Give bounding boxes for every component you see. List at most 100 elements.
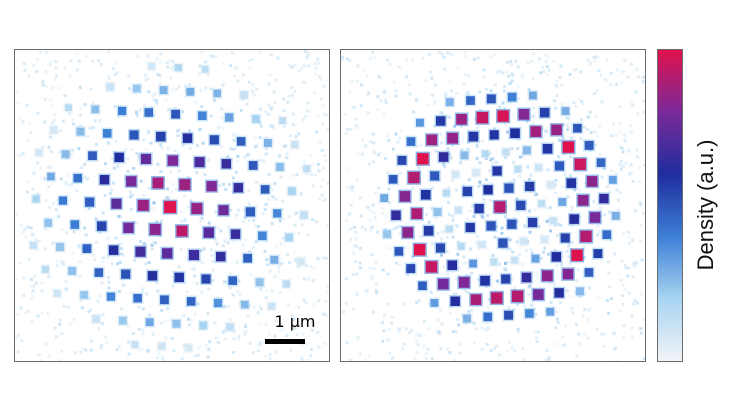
right-noise-pixel [358,266,362,270]
left-noise-pixel [52,202,56,206]
right-noise-pixel [438,329,442,333]
right-noise-pixel [471,204,475,208]
right-lattice-site [470,294,482,305]
left-noise-pixel [327,181,329,185]
left-noise-pixel [258,50,262,54]
left-lattice-site [85,197,95,207]
left-noise-pixel [309,265,313,268]
right-noise-pixel [455,292,459,296]
left-noise-pixel [273,334,277,338]
left-noise-pixel [304,114,308,118]
right-noise-pixel [426,103,430,107]
left-noise-pixel [293,251,297,254]
right-noise-pixel [640,258,644,262]
right-noise-pixel [521,262,525,266]
left-noise-pixel [29,226,33,230]
right-noise-pixel [380,321,384,325]
left-noise-pixel [144,262,148,266]
left-lattice-site [248,161,258,170]
left-noise-pixel [268,269,272,273]
left-noise-pixel [93,119,97,123]
left-lattice-site [145,318,154,327]
left-noise-pixel [197,72,201,76]
left-noise-pixel [50,241,54,245]
right-noise-pixel [454,330,458,334]
right-noise-pixel [557,222,561,226]
left-noise-pixel [144,292,148,296]
left-noise-pixel [221,62,225,66]
right-noise-pixel [424,356,428,360]
left-noise-pixel [282,217,286,221]
right-lattice-site [504,183,514,193]
right-noise-pixel [451,218,455,222]
left-noise-pixel [180,357,184,361]
right-noise-pixel [577,332,581,336]
right-noise-pixel [368,266,372,270]
right-noise-pixel [453,358,457,361]
left-noise-pixel [158,73,162,77]
right-noise-pixel [517,97,521,101]
right-noise-pixel [344,132,348,136]
right-noise-pixel [394,261,398,265]
right-lattice-site [423,226,434,236]
left-noise-pixel [304,50,308,53]
right-noise-pixel [531,114,535,118]
left-noise-pixel [248,341,252,345]
left-noise-pixel [115,347,119,351]
left-lattice-site [191,203,203,215]
left-noise-pixel [264,322,268,326]
right-noise-pixel [484,178,488,182]
left-noise-pixel [18,154,22,158]
right-noise-pixel [598,206,602,210]
right-noise-pixel [563,343,567,347]
left-noise-pixel [306,109,310,113]
left-lattice-site [70,220,80,229]
right-noise-pixel [464,51,468,55]
left-noise-pixel [55,198,59,202]
left-noise-pixel [49,135,53,139]
left-noise-pixel [163,320,167,324]
left-lattice-site [282,280,290,288]
right-noise-pixel [346,57,350,61]
right-noise-pixel [501,101,505,105]
left-noise-pixel [256,311,260,315]
left-noise-pixel [30,293,34,297]
right-noise-pixel [510,79,514,83]
right-noise-pixel [402,302,406,306]
left-noise-pixel [115,262,119,266]
right-noise-pixel [364,144,368,148]
right-noise-pixel [354,237,358,241]
left-lattice-site [73,173,82,183]
right-noise-pixel [372,149,376,153]
right-noise-pixel [478,183,482,187]
left-noise-pixel [164,336,168,340]
right-noise-pixel [386,338,390,342]
right-noise-pixel [480,214,484,218]
right-lattice-site [566,178,577,188]
left-noise-pixel [114,61,118,65]
right-noise-pixel [443,165,447,169]
left-noise-pixel [28,122,32,126]
left-noise-pixel [51,182,55,186]
left-noise-pixel [316,113,320,117]
left-lattice-site [260,185,270,194]
left-noise-pixel [319,97,323,101]
left-noise-pixel [164,98,168,102]
left-noise-pixel [278,257,282,261]
right-noise-pixel [630,335,634,339]
right-noise-pixel [593,130,597,134]
left-noise-pixel [54,66,58,70]
left-noise-pixel [200,216,204,220]
left-noise-pixel [230,51,234,55]
right-noise-pixel [618,121,622,125]
right-noise-pixel [349,227,353,231]
left-noise-pixel [55,259,59,263]
left-noise-pixel [252,305,256,309]
left-noise-pixel [25,103,29,107]
left-noise-pixel [15,336,18,340]
left-noise-pixel [57,215,61,219]
right-lattice-site [580,230,592,243]
left-noise-pixel [300,358,304,361]
left-noise-pixel [181,143,185,147]
left-noise-pixel [237,208,241,212]
